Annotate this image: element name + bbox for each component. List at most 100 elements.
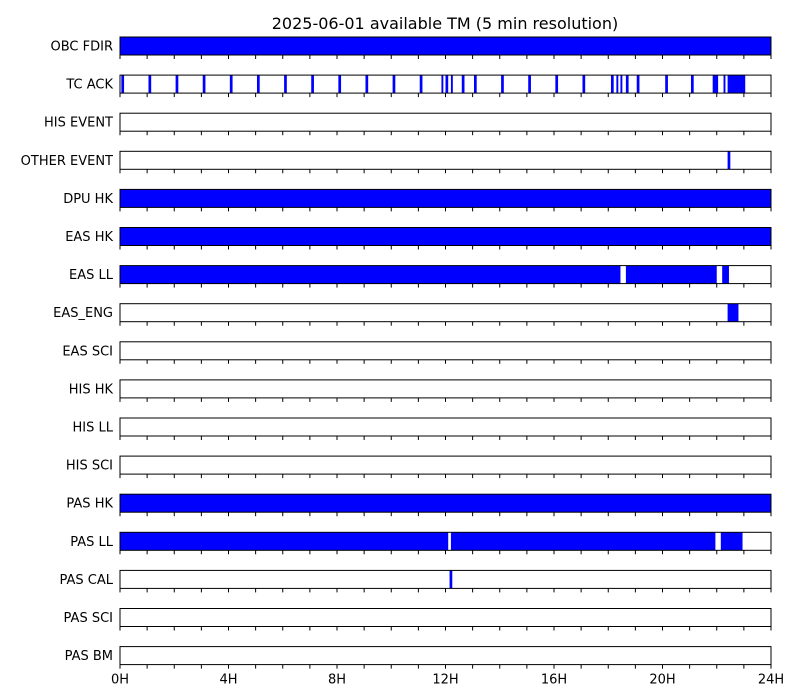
availability-bar bbox=[256, 75, 260, 94]
row-frame bbox=[119, 112, 772, 132]
row-ticks bbox=[119, 93, 772, 98]
availability-bar bbox=[727, 303, 739, 322]
availability-bar bbox=[461, 75, 465, 94]
row-label: EAS SCI bbox=[62, 344, 113, 359]
row-ticks bbox=[119, 131, 772, 136]
row-label: PAS CAL bbox=[60, 573, 114, 588]
availability-bar bbox=[720, 532, 743, 551]
row-ticks bbox=[119, 169, 772, 174]
row-label: PAS HK bbox=[66, 497, 113, 512]
availability-bar bbox=[311, 75, 314, 94]
row-label: TC ACK bbox=[65, 78, 113, 93]
row-ticks bbox=[119, 664, 772, 669]
row-ticks bbox=[119, 245, 772, 250]
availability-bar bbox=[712, 75, 719, 94]
availability-bar bbox=[727, 75, 746, 94]
row-frame bbox=[119, 569, 772, 589]
row-frame bbox=[119, 379, 772, 399]
row-ticks bbox=[119, 588, 772, 593]
row-ticks bbox=[119, 55, 772, 59]
row-frame bbox=[119, 341, 772, 361]
row-ticks bbox=[119, 397, 772, 402]
availability-bar bbox=[625, 265, 717, 284]
row-pas-bm: PAS BM bbox=[65, 646, 772, 669]
row-frame bbox=[119, 417, 772, 437]
availability-bar bbox=[610, 75, 614, 94]
row-his-sci: HIS SCI bbox=[66, 455, 772, 479]
availability-bar bbox=[229, 75, 233, 94]
row-label: OBC FDIR bbox=[51, 40, 114, 55]
availability-bar bbox=[555, 75, 559, 94]
availability-bar bbox=[148, 75, 152, 94]
row-eas-ll: EAS LL bbox=[69, 265, 772, 288]
row-ticks bbox=[119, 359, 772, 364]
availability-bar bbox=[727, 151, 731, 170]
row-ticks bbox=[119, 321, 772, 326]
row-frame bbox=[119, 608, 772, 627]
row-ticks bbox=[119, 550, 772, 555]
availability-bar bbox=[120, 532, 449, 551]
row-label: PAS LL bbox=[70, 535, 114, 550]
row-pas-hk: PAS HK bbox=[66, 493, 772, 517]
x-tick-label: 8H bbox=[328, 673, 346, 688]
row-pas-cal: PAS CAL bbox=[60, 569, 772, 593]
row-pas-sci: PAS SCI bbox=[64, 608, 772, 631]
availability-bar bbox=[636, 75, 640, 94]
x-tick-label: 12H bbox=[432, 673, 458, 688]
timeline-rows: OBC FDIR TC ACK HIS EVENT OTHER EVENT DPU HK… bbox=[21, 36, 772, 669]
row-his-ll: HIS LL bbox=[73, 417, 772, 440]
availability-bar bbox=[665, 75, 668, 94]
availability-bar bbox=[441, 75, 444, 94]
availability-bar bbox=[120, 494, 771, 513]
row-pas-ll: PAS LL bbox=[70, 531, 772, 555]
availability-bar bbox=[501, 75, 504, 94]
row-ticks bbox=[119, 512, 772, 517]
row-ticks bbox=[119, 283, 772, 288]
row-ticks bbox=[119, 474, 772, 479]
availability-bar bbox=[690, 75, 694, 94]
x-tick-label: 16H bbox=[541, 673, 567, 688]
row-obc-fdir: OBC FDIR bbox=[51, 36, 772, 59]
row-label: PAS SCI bbox=[64, 611, 113, 626]
availability-bar bbox=[419, 75, 423, 94]
availability-bar bbox=[616, 75, 619, 94]
row-other-event: OTHER EVENT bbox=[21, 150, 772, 174]
row-label: DPU HK bbox=[63, 192, 113, 207]
availability-bar bbox=[722, 265, 729, 284]
row-label: HIS SCI bbox=[66, 459, 113, 474]
availability-bar bbox=[450, 75, 453, 94]
availability-bar bbox=[202, 75, 206, 94]
x-tick-label: 24H bbox=[758, 673, 784, 688]
row-label: EAS HK bbox=[65, 230, 113, 245]
row-label: HIS LL bbox=[73, 421, 114, 436]
row-eas-hk: EAS HK bbox=[65, 227, 772, 250]
availability-bar bbox=[120, 265, 621, 284]
row-label: EAS LL bbox=[69, 268, 114, 283]
availability-bar bbox=[365, 75, 369, 94]
availability-bar bbox=[445, 75, 449, 94]
availability-bar bbox=[723, 75, 726, 94]
row-label: HIS EVENT bbox=[44, 116, 113, 131]
x-tick-label: 0H bbox=[111, 673, 129, 688]
availability-bar bbox=[392, 75, 396, 94]
x-tick-label: 4H bbox=[219, 673, 237, 688]
x-tick-label: 20H bbox=[649, 673, 675, 688]
row-tc-ack: TC ACK bbox=[65, 74, 772, 98]
availability-bar bbox=[121, 75, 125, 94]
row-eas-eng: EAS_ENG bbox=[53, 303, 772, 326]
row-label: OTHER EVENT bbox=[21, 154, 113, 169]
availability-bar bbox=[625, 75, 629, 94]
row-frame bbox=[119, 150, 772, 170]
availability-bar bbox=[449, 570, 453, 589]
row-dpu-hk: DPU HK bbox=[63, 188, 772, 212]
availability-bar bbox=[582, 75, 586, 94]
availability-bar bbox=[120, 227, 771, 246]
row-ticks bbox=[119, 207, 772, 212]
row-his-event: HIS EVENT bbox=[44, 112, 772, 136]
row-label: PAS BM bbox=[65, 649, 113, 664]
row-frame bbox=[119, 303, 772, 323]
availability-bar bbox=[528, 75, 531, 94]
row-ticks bbox=[119, 626, 772, 631]
availability-bar bbox=[120, 37, 771, 55]
